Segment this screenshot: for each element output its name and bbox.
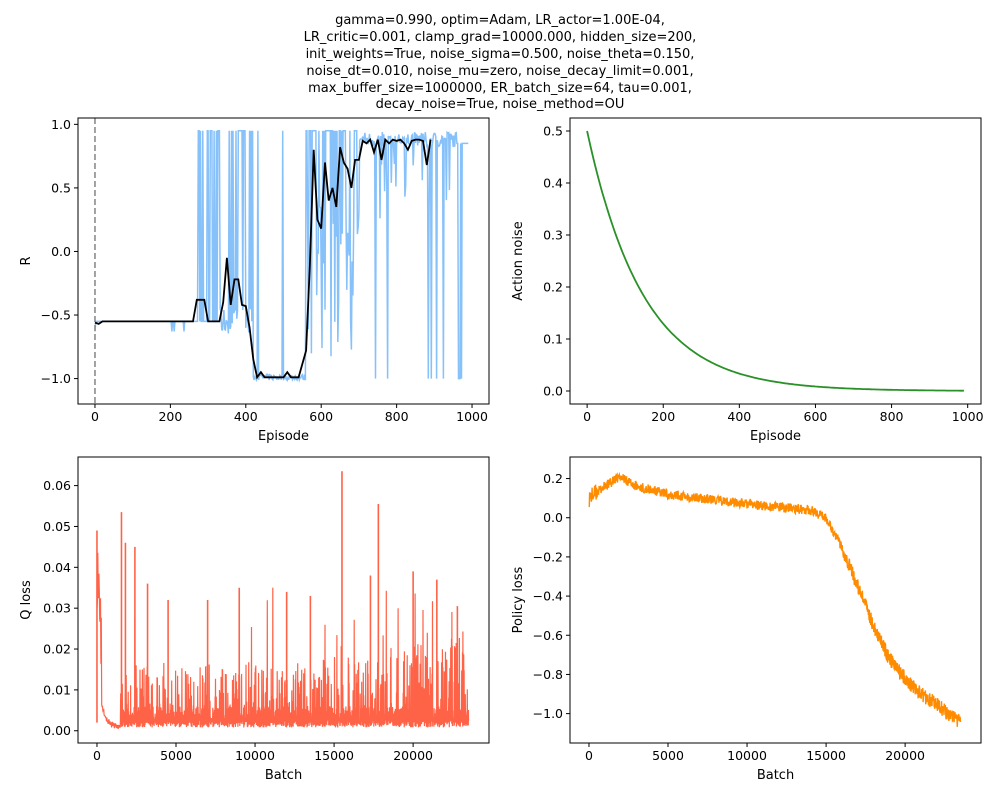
raw-reward-line — [94, 129, 469, 383]
y-tick-label: −0.5 — [41, 308, 71, 323]
x-tick-label: 10000 — [235, 748, 275, 763]
x-axis-label: Episode — [750, 429, 801, 444]
x-tick-label: 5000 — [160, 748, 192, 763]
axes-frame — [569, 117, 982, 405]
x-tick-label: 0 — [93, 748, 101, 763]
y-tick-label: 0.2 — [543, 471, 563, 486]
y-tick-label: 0.02 — [43, 642, 71, 657]
q-loss-axes: 0 5000 10000 15000 20000 0.00 0.01 0.02 0.03 0.04… — [19, 456, 490, 783]
x-axis-label: Batch — [265, 768, 302, 783]
y-tick-label: 0.5 — [543, 124, 563, 139]
y-tick-label: 0.3 — [543, 228, 563, 243]
x-tick-label: 5000 — [652, 748, 684, 763]
x-tick-label: 200 — [158, 409, 182, 424]
x-tick-label: 0 — [585, 748, 593, 763]
x-tick-label: 1000 — [456, 409, 488, 424]
x-tick-label: 400 — [727, 409, 751, 424]
y-tick-label: 0.0 — [543, 510, 563, 525]
reward-axes: 0 200 400 600 800 1000 −1.0 −0.5 0.0 0.5 1.0 Episod… — [19, 117, 490, 444]
y-tick-label: 0.5 — [51, 180, 71, 195]
axes-frame — [77, 117, 490, 405]
plot-area — [94, 118, 469, 404]
x-tick-label: 400 — [234, 409, 258, 424]
x-tick-label: 15000 — [806, 748, 846, 763]
y-axis-label: Policy loss — [511, 566, 526, 633]
x-tick-label: 800 — [385, 409, 409, 424]
y-tick-label: −0.6 — [533, 628, 563, 643]
smoothed-reward-line — [94, 137, 432, 380]
title-line-3: init_weights=True, noise_sigma=0.500, no… — [305, 47, 695, 62]
title-line-4: noise_dt=0.010, noise_mu=zero, noise_dec… — [306, 64, 694, 79]
y-axis-label: Action noise — [511, 221, 526, 300]
x-tick-label: 0 — [583, 409, 591, 424]
y-tick-label: 0.0 — [51, 244, 71, 259]
y-tick-label: 0.01 — [43, 682, 71, 697]
x-axis-label: Episode — [258, 429, 309, 444]
y-tick-label: 0.2 — [543, 280, 563, 295]
axes-frame — [569, 456, 982, 744]
action-noise-line — [586, 130, 964, 392]
x-tick-label: 15000 — [314, 748, 354, 763]
y-tick-label: 0.1 — [543, 332, 563, 347]
plot-area — [586, 130, 964, 392]
x-tick-label: 600 — [804, 409, 828, 424]
y-axis-label: Q loss — [19, 580, 34, 620]
y-tick-label: 0.00 — [43, 723, 71, 738]
y-tick-label: −1.0 — [41, 371, 71, 386]
x-axis-label: Batch — [757, 768, 794, 783]
x-tick-label: 20000 — [885, 748, 925, 763]
y-tick-label: 0.0 — [543, 384, 563, 399]
title-line-6: decay_noise=True, noise_method=OU — [375, 97, 625, 112]
x-tick-label: 20000 — [393, 748, 433, 763]
axes-frame — [77, 456, 490, 744]
action-noise-axes: 0 200 400 600 800 1000 0.0 0.1 0.2 0.3 0.4 0.5 Episo… — [511, 117, 984, 444]
x-tick-label: 1000 — [952, 409, 984, 424]
title-line-5: max_buffer_size=1000000, ER_batch_size=6… — [308, 81, 692, 96]
y-tick-label: 0.05 — [43, 519, 71, 534]
x-tick-label: 200 — [651, 409, 675, 424]
y-tick-label: −0.4 — [533, 589, 563, 604]
x-tick-label: 0 — [91, 409, 99, 424]
y-tick-label: −0.2 — [533, 549, 563, 564]
y-tick-label: 0.03 — [43, 601, 71, 616]
policy-loss-line — [588, 471, 962, 727]
plot-area — [588, 471, 962, 727]
title-line-1: gamma=0.990, optim=Adam, LR_actor=1.00E-… — [335, 13, 665, 28]
policy-loss-axes: 0 5000 10000 15000 20000 −1.0 −0.8 −0.6 −0.4 −0.2… — [511, 456, 982, 783]
y-axis-label: R — [19, 256, 34, 265]
plot-area — [96, 471, 470, 729]
title-line-2: LR_critic=0.001, clamp_grad=10000.000, h… — [303, 30, 697, 45]
y-tick-label: −1.0 — [533, 706, 563, 721]
y-tick-label: −0.8 — [533, 667, 563, 682]
y-tick-label: 0.06 — [43, 478, 71, 493]
x-tick-label: 800 — [880, 409, 904, 424]
x-tick-label: 600 — [309, 409, 333, 424]
y-tick-label: 0.4 — [543, 176, 563, 191]
y-tick-label: 1.0 — [51, 117, 71, 132]
x-tick-label: 10000 — [727, 748, 767, 763]
y-tick-label: 0.04 — [43, 560, 71, 575]
